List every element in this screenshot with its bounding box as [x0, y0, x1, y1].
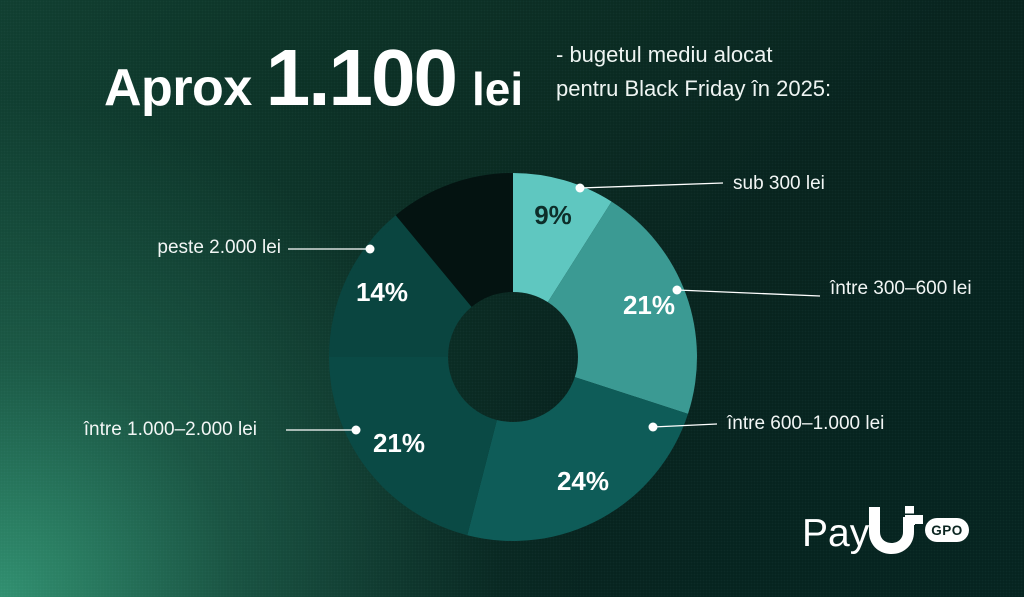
svg-text:GPO: GPO	[931, 523, 963, 538]
svg-text:9%: 9%	[534, 200, 572, 230]
svg-text:Pay: Pay	[804, 512, 870, 555]
svg-text:14%: 14%	[356, 277, 408, 307]
svg-text:24%: 24%	[557, 466, 609, 496]
svg-text:21%: 21%	[373, 428, 425, 458]
svg-text:21%: 21%	[623, 290, 675, 320]
